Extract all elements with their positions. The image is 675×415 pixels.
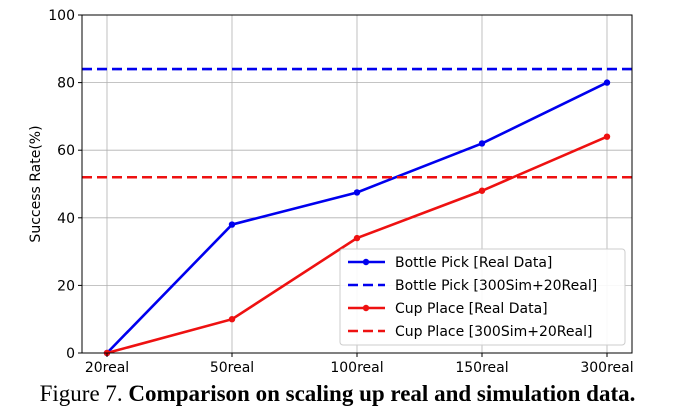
legend-label-3: Cup Place [300Sim+20Real] xyxy=(395,324,592,340)
x-tick-label: 300real xyxy=(580,360,633,376)
data-point xyxy=(228,316,236,323)
x-tick-label: 50real xyxy=(210,360,254,376)
legend-label-0: Bottle Pick [Real Data] xyxy=(395,255,552,271)
caption-text: Comparison on scaling up real and simula… xyxy=(128,381,636,406)
data-point xyxy=(353,234,361,242)
y-tick-label: 20 xyxy=(57,278,75,294)
legend-marker-0 xyxy=(362,258,370,266)
legend-box xyxy=(339,248,626,346)
x-tick-label: 100real xyxy=(330,360,383,376)
y-tick-label: 40 xyxy=(57,211,75,227)
legend-label-2: Cup Place [Real Data] xyxy=(395,301,548,317)
y-tick-label: 60 xyxy=(57,143,75,159)
y-tick-label: 0 xyxy=(66,346,75,362)
data-point xyxy=(228,221,236,228)
legend-label-1: Bottle Pick [300Sim+20Real] xyxy=(395,278,597,294)
data-point xyxy=(478,140,486,147)
legend-marker-2 xyxy=(362,304,370,312)
caption-prefix: Figure 7. xyxy=(39,381,123,406)
y-axis-label: Success Rate(%) xyxy=(28,125,44,242)
data-point xyxy=(603,79,611,86)
x-tick-label: 150real xyxy=(455,360,508,376)
data-point xyxy=(353,189,361,196)
data-point xyxy=(603,133,611,140)
x-tick-label: 20real xyxy=(85,360,129,376)
data-point xyxy=(478,187,486,194)
y-tick-label: 80 xyxy=(57,76,75,92)
line-chart: 0 20 40 60 80 100 20real 50real 100real 150real 30… xyxy=(28,8,634,376)
figure-caption: Figure 7. Comparison on scaling up real … xyxy=(0,381,675,407)
y-tick-label: 100 xyxy=(48,8,75,24)
